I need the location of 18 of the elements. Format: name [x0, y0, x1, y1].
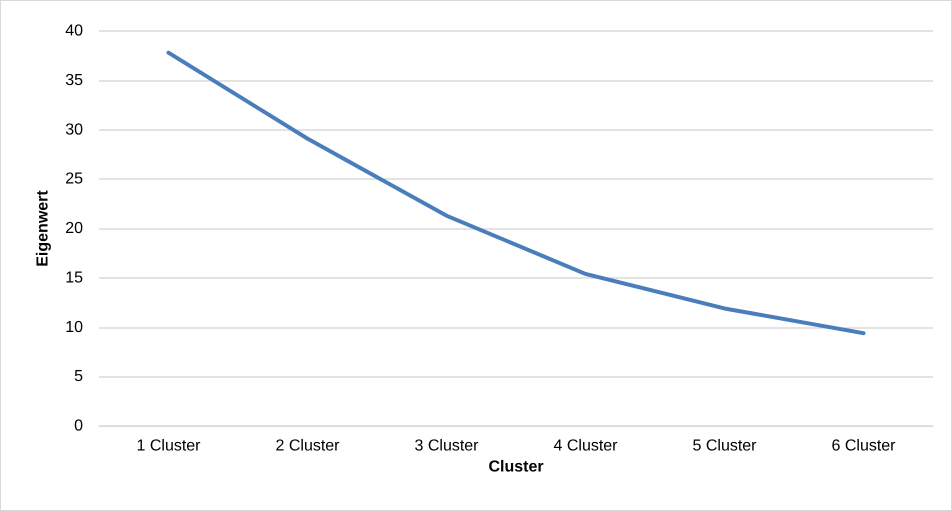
- y-tick-label: 30: [65, 121, 84, 138]
- x-tick-label: 1 Cluster: [136, 438, 202, 454]
- y-tick-label: 35: [65, 72, 84, 89]
- x-axis-title: Cluster: [488, 458, 544, 476]
- x-tick-label: 4 Cluster: [553, 438, 618, 454]
- y-tick-label: 20: [65, 220, 84, 237]
- y-tick-label: 15: [65, 269, 84, 286]
- x-tick-label: 5 Cluster: [692, 438, 758, 454]
- y-tick-label: 5: [74, 368, 84, 386]
- y-tick-label: 40: [65, 22, 84, 40]
- y-tick-label: 10: [65, 318, 84, 336]
- y-axis-title: Eigenwert: [34, 190, 52, 267]
- x-tick-label: 3 Cluster: [414, 438, 480, 454]
- x-tick-label: 6 Cluster: [831, 438, 896, 454]
- x-tick-label: 2 Cluster: [275, 438, 340, 454]
- y-tick-label: 25: [65, 170, 84, 188]
- y-tick-label: 0: [74, 418, 84, 434]
- line-series: [166, 50, 866, 336]
